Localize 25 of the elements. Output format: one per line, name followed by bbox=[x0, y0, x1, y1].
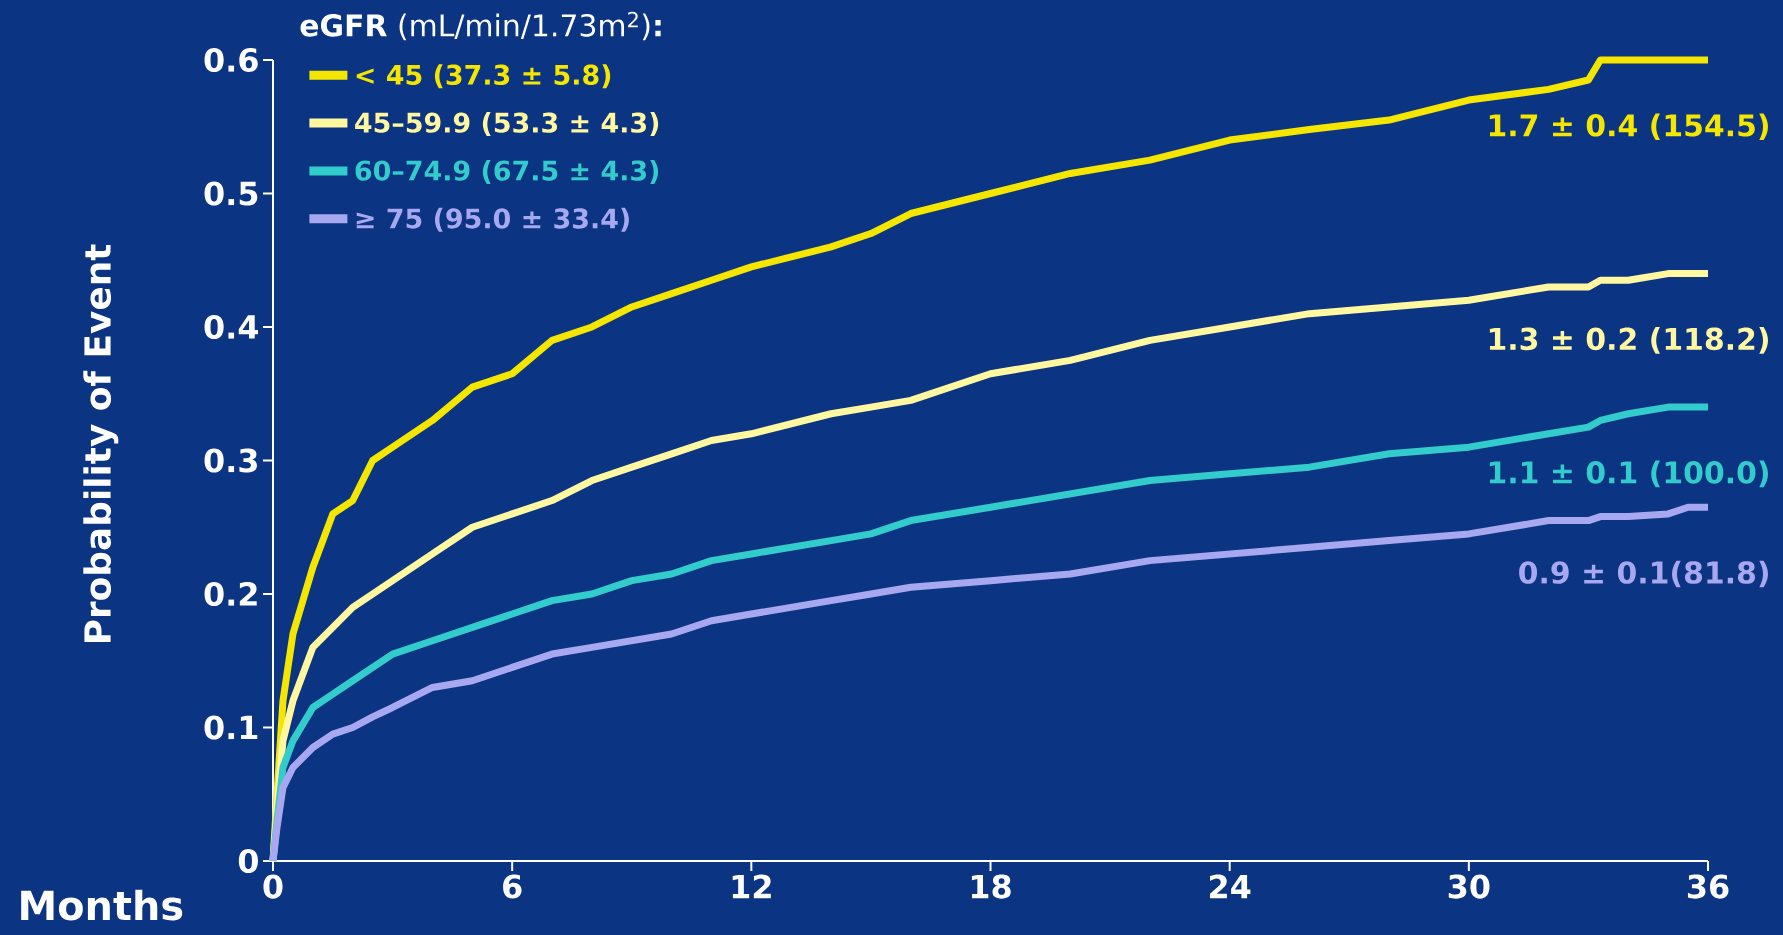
x-tick-label: 18 bbox=[971, 874, 1011, 899]
y-tick-label: 0.4 bbox=[204, 314, 259, 340]
legend-title: eGFR (mL/min/1.73m$^{2}$): bbox=[300, 11, 661, 41]
legend-label: 60–74.9 (67.5 ± 4.3) bbox=[355, 159, 659, 184]
x-tick-label: 0 bbox=[263, 874, 283, 899]
x-tick-label: 36 bbox=[1687, 874, 1729, 899]
y-axis-title: Probability of Event bbox=[83, 244, 119, 643]
x-tick-label: 24 bbox=[1210, 874, 1251, 899]
annotation: 1.3 ± 0.2 (118.2) bbox=[1489, 327, 1768, 354]
y-tick-label: 0.2 bbox=[204, 581, 257, 607]
y-tick-label: 0.5 bbox=[204, 181, 258, 206]
x-tick-label: 6 bbox=[503, 874, 522, 899]
y-tick-label: 0 bbox=[238, 848, 258, 874]
y-tick-label: 0.6 bbox=[204, 47, 258, 73]
y-tick-label: 0.1 bbox=[204, 715, 258, 740]
legend-label: ≥ 75 (95.0 ± 33.4) bbox=[356, 207, 629, 232]
y-tick-label: 0.3 bbox=[204, 448, 257, 473]
x-tick-label: 30 bbox=[1448, 874, 1490, 899]
x-axis-title: Months bbox=[21, 889, 183, 921]
legend-label: 45–59.9 (53.3 ± 4.3) bbox=[355, 112, 659, 137]
annotation: 1.7 ± 0.4 (154.5) bbox=[1489, 113, 1768, 141]
x-tick-label: 12 bbox=[732, 874, 771, 899]
annotation: 1.1 ± 0.1 (100.0) bbox=[1489, 460, 1768, 488]
annotation: 0.9 ± 0.1(81.8) bbox=[1519, 560, 1768, 588]
legend-label: < 45 (37.3 ± 5.8) bbox=[356, 64, 611, 89]
